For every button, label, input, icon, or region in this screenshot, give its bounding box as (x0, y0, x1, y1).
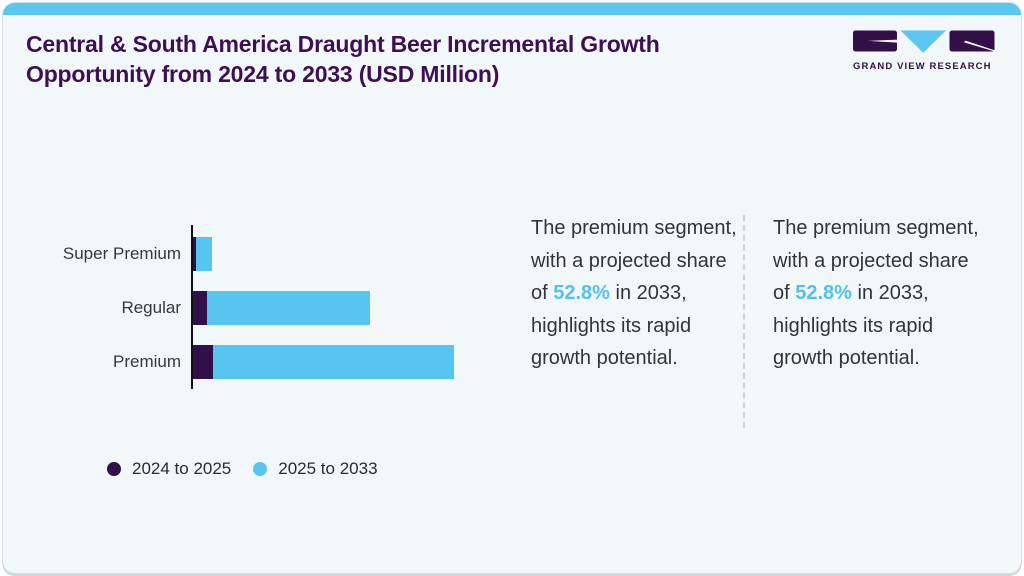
chart-row: Premium (28, 345, 498, 379)
gvr-logo-text: GRAND VIEW RESEARCH (853, 61, 992, 72)
gvr-logo: GRAND VIEW RESEARCH (853, 30, 995, 72)
insight-text-after: in 2033, highlights its rapid growth pot… (531, 282, 692, 369)
page-title: Central & South America Draught Beer Inc… (26, 31, 660, 87)
bar-spacer (181, 345, 193, 379)
insight-text-after: in 2033, highlights its rapid growth pot… (773, 282, 934, 369)
bar-segment-2025-to-2033 (206, 291, 370, 325)
y-axis-line (191, 225, 193, 389)
insight-text-before: The premium segment, with a projected sh… (773, 217, 979, 304)
chart-row: Super Premium (28, 237, 498, 271)
dashed-divider (743, 215, 745, 428)
bar-segment-2024-to-2025 (193, 291, 207, 325)
category-label: Premium (112, 352, 181, 371)
bar-segment-2025-to-2033 (213, 345, 454, 379)
top-accent-strip (3, 3, 1021, 15)
bar-spacer (181, 291, 193, 325)
insight-text-before: The premium segment, with a projected sh… (531, 217, 737, 304)
bar-spacer (181, 237, 193, 271)
chart-row: Regular (28, 291, 498, 325)
insight-highlight-value: 52.8% (553, 282, 610, 304)
legend: 2024 to 2025 2025 to 2033 (107, 459, 378, 479)
category-label: Super Premium (62, 244, 181, 263)
insight-text-right: The premium segment, with a projected sh… (773, 212, 981, 375)
insight-text-left: The premium segment, with a projected sh… (531, 212, 739, 375)
legend-swatch-icon (253, 462, 268, 476)
gvr-logo-icon (853, 30, 995, 53)
legend-swatch-icon (107, 462, 121, 476)
bar-segment-2024-to-2025 (193, 237, 196, 271)
legend-label: 2025 to 2033 (278, 459, 378, 478)
legend-item-2025-to-2033: 2025 to 2033 (253, 459, 378, 479)
bar-chart: Super Premium Regular Premium (28, 225, 498, 389)
legend-label: 2024 to 2025 (132, 459, 232, 478)
category-label: Regular (121, 298, 181, 317)
insight-highlight-value: 52.8% (795, 282, 852, 304)
legend-item-2024-to-2025: 2024 to 2025 (107, 459, 231, 479)
bar-segment-2024-to-2025 (193, 345, 213, 379)
bar-segment-2025-to-2033 (195, 237, 212, 271)
